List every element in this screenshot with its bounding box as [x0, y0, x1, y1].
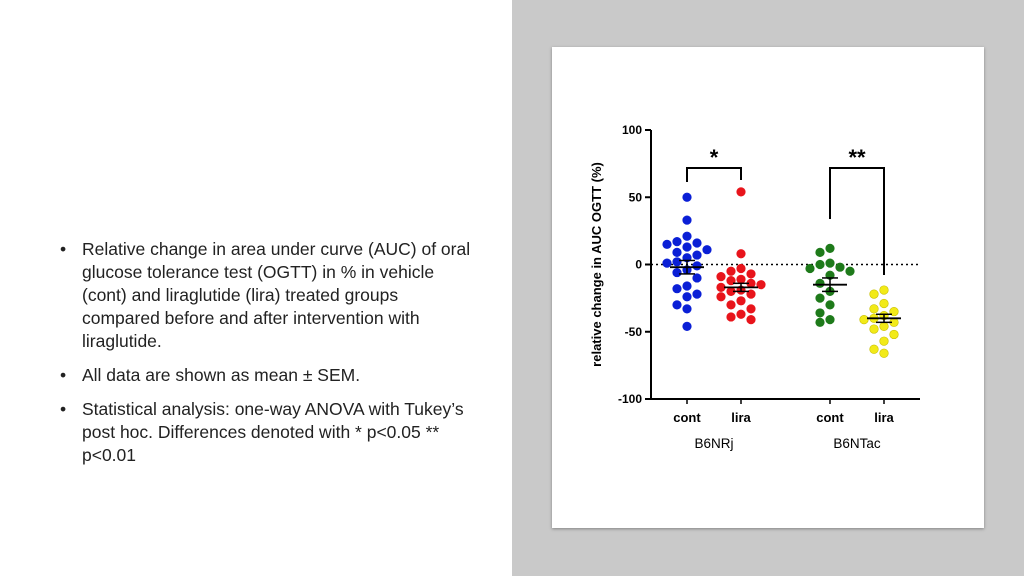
x-group-label: lira: [731, 410, 751, 425]
slide-left-pane: Relative change in area under curve (AUC…: [0, 0, 512, 576]
data-point: [879, 285, 889, 295]
data-point: [736, 296, 746, 306]
data-point: [672, 284, 682, 294]
data-point: [736, 309, 746, 319]
y-tick-label: 50: [629, 190, 643, 204]
data-point: [726, 312, 736, 322]
chart-card: 100 50 0 -50 -100 relative change in AUC OGTT…: [552, 47, 984, 528]
data-point: [716, 272, 726, 282]
data-point: [736, 249, 746, 259]
data-point: [825, 300, 835, 310]
data-point: [859, 315, 869, 325]
data-point: [746, 315, 756, 325]
data-point: [682, 192, 692, 202]
data-point: [815, 308, 825, 318]
y-tick-label: -50: [625, 325, 643, 339]
data-point: [672, 267, 682, 278]
data-point: [736, 187, 746, 197]
significance-label: *: [710, 145, 719, 170]
data-point: [692, 250, 702, 260]
y-axis-label: relative change in AUC OGTT (%): [589, 162, 604, 367]
x-group-label: lira: [874, 410, 894, 425]
data-point: [682, 281, 692, 291]
bullet-item: Statistical analysis: one-way ANOVA with…: [58, 398, 478, 467]
data-point: [692, 261, 702, 271]
significance-label: **: [848, 145, 866, 170]
data-point: [682, 321, 692, 331]
data-point: [672, 300, 682, 310]
y-tick-label: 0: [635, 258, 642, 272]
data-point: [736, 263, 746, 274]
data-point: [879, 336, 889, 346]
data-point: [682, 304, 692, 314]
data-point: [672, 237, 682, 247]
data-point: [835, 262, 845, 272]
data-point: [879, 348, 889, 358]
data-point: [672, 257, 682, 267]
data-point: [662, 258, 672, 268]
significance-bracket: [829, 167, 885, 275]
data-point: [815, 317, 825, 327]
data-point: [692, 238, 702, 248]
data-point: [662, 239, 672, 249]
bullet-list: Relative change in area under curve (AUC…: [58, 238, 478, 478]
data-point: [716, 292, 726, 302]
significance-bracket: [686, 167, 742, 182]
y-tick-label: -100: [618, 392, 642, 406]
x-group-label: cont: [816, 410, 844, 425]
x-strain-label: B6NTac: [833, 436, 881, 451]
data-point: [805, 263, 815, 274]
data-point: [825, 315, 835, 325]
bullet-item: All data are shown as mean ± SEM.: [58, 364, 478, 387]
data-point: [889, 329, 899, 340]
data-point: [682, 215, 692, 225]
data-point: [672, 247, 682, 257]
data-point: [682, 231, 692, 241]
data-point: [726, 266, 736, 276]
y-tick-label: 100: [622, 123, 642, 137]
data-point: [869, 344, 879, 354]
data-point: [692, 273, 702, 283]
data-point: [879, 298, 889, 309]
data-point: [869, 304, 879, 314]
data-point: [869, 324, 879, 334]
data-point: [815, 293, 825, 303]
bullet-item: Relative change in area under curve (AUC…: [58, 238, 478, 353]
data-point: [682, 242, 692, 252]
data-point: [845, 266, 855, 276]
ogtt-auc-scatter-chart: 100 50 0 -50 -100 relative change in AUC OGTT…: [589, 123, 920, 451]
data-point: [815, 247, 825, 257]
data-point: [825, 258, 835, 268]
data-point: [879, 321, 889, 331]
data-point: [825, 243, 835, 253]
data-point: [869, 289, 879, 299]
data-point: [746, 304, 756, 314]
data-point: [815, 259, 825, 270]
data-point: [746, 269, 756, 279]
x-group-label: cont: [673, 410, 701, 425]
data-point: [815, 278, 825, 288]
data-point: [726, 300, 736, 310]
data-point: [692, 289, 702, 299]
x-strain-label: B6NRj: [694, 436, 733, 451]
data-point: [702, 245, 712, 255]
data-point: [682, 292, 692, 302]
data-point: [736, 274, 746, 284]
data-point: [756, 280, 766, 290]
